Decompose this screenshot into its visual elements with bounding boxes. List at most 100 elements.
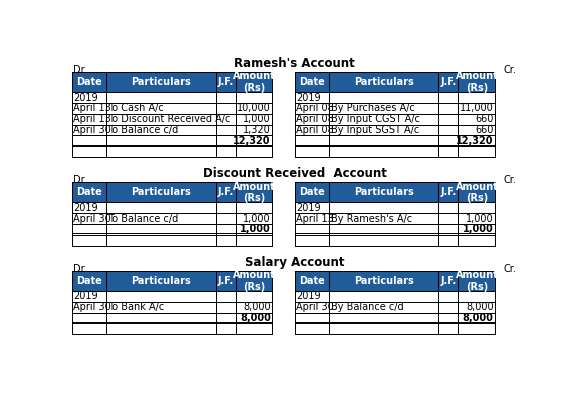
Bar	[458, 182, 495, 202]
Text: Amount
(Rs): Amount (Rs)	[233, 270, 275, 292]
Bar	[106, 103, 216, 114]
Bar	[458, 312, 495, 323]
Bar	[458, 92, 495, 103]
Text: Ramesh's Account: Ramesh's Account	[235, 57, 355, 70]
Bar	[236, 92, 273, 103]
Bar	[72, 271, 106, 291]
Bar	[295, 224, 329, 235]
Bar	[236, 182, 273, 202]
Bar	[236, 323, 273, 334]
Bar	[295, 72, 329, 92]
Bar	[438, 103, 458, 114]
Bar	[106, 235, 216, 245]
Bar	[329, 312, 438, 323]
Bar	[216, 103, 236, 114]
Bar	[216, 114, 236, 125]
Bar	[329, 114, 438, 125]
Bar	[216, 271, 236, 291]
Bar	[295, 114, 329, 125]
Text: By Input SGST A/c: By Input SGST A/c	[331, 125, 419, 135]
Text: 2019: 2019	[296, 203, 321, 213]
Bar	[72, 114, 106, 125]
Bar	[72, 92, 106, 103]
Bar	[106, 213, 216, 224]
Text: April 30: April 30	[74, 214, 111, 224]
Text: Date: Date	[299, 187, 325, 197]
Text: 1,000: 1,000	[463, 224, 494, 234]
Bar	[216, 224, 236, 235]
Bar	[106, 72, 216, 92]
Text: To Cash A/c: To Cash A/c	[108, 104, 164, 114]
Text: Dr.: Dr.	[74, 175, 87, 185]
Bar	[329, 202, 438, 213]
Bar	[438, 146, 458, 157]
Bar	[216, 125, 236, 135]
Text: 2019: 2019	[74, 93, 98, 103]
Bar	[329, 135, 438, 146]
Bar	[329, 125, 438, 135]
Bar	[106, 182, 216, 202]
Bar	[72, 125, 106, 135]
Bar	[72, 72, 106, 92]
Bar	[295, 202, 329, 213]
Bar	[295, 213, 329, 224]
Bar	[216, 72, 236, 92]
Text: To Discount Received A/c: To Discount Received A/c	[108, 114, 231, 124]
Bar	[329, 103, 438, 114]
Bar	[438, 202, 458, 213]
Bar	[458, 72, 495, 92]
Bar	[295, 182, 329, 202]
Text: Date: Date	[76, 276, 102, 286]
Text: April 30: April 30	[74, 125, 111, 135]
Bar	[216, 146, 236, 157]
Text: J.F.: J.F.	[217, 276, 234, 286]
Text: 8,000: 8,000	[463, 313, 494, 323]
Text: Cr.: Cr.	[503, 264, 516, 274]
Text: By Input CGST A/c: By Input CGST A/c	[331, 114, 420, 124]
Bar	[72, 291, 106, 302]
Text: April 08: April 08	[296, 114, 334, 124]
Bar	[458, 202, 495, 213]
Bar	[72, 312, 106, 323]
Bar	[236, 291, 273, 302]
Bar	[329, 323, 438, 334]
Text: To Balance c/d: To Balance c/d	[108, 125, 178, 135]
Text: 660: 660	[476, 114, 494, 124]
Bar	[295, 135, 329, 146]
Bar	[216, 213, 236, 224]
Bar	[236, 302, 273, 312]
Text: 2019: 2019	[74, 203, 98, 213]
Bar	[106, 146, 216, 157]
Bar	[295, 103, 329, 114]
Bar	[438, 271, 458, 291]
Bar	[295, 92, 329, 103]
Text: Date: Date	[299, 77, 325, 87]
Bar	[72, 182, 106, 202]
Bar	[295, 291, 329, 302]
Bar	[72, 202, 106, 213]
Bar	[216, 135, 236, 146]
Text: J.F.: J.F.	[440, 187, 457, 197]
Bar	[458, 291, 495, 302]
Bar	[458, 323, 495, 334]
Bar	[216, 302, 236, 312]
Bar	[458, 224, 495, 235]
Bar	[72, 135, 106, 146]
Bar	[458, 271, 495, 291]
Bar	[438, 72, 458, 92]
Text: 8,000: 8,000	[466, 302, 494, 312]
Text: J.F.: J.F.	[440, 77, 457, 87]
Bar	[106, 92, 216, 103]
Text: 12,320: 12,320	[233, 136, 271, 146]
Bar	[72, 323, 106, 334]
Bar	[458, 213, 495, 224]
Bar	[295, 271, 329, 291]
Text: By Ramesh's A/c: By Ramesh's A/c	[331, 214, 412, 224]
Bar	[106, 114, 216, 125]
Text: By Balance c/d: By Balance c/d	[331, 302, 404, 312]
Text: Particulars: Particulars	[354, 276, 413, 286]
Bar	[458, 135, 495, 146]
Bar	[106, 271, 216, 291]
Bar	[438, 302, 458, 312]
Bar	[295, 146, 329, 157]
